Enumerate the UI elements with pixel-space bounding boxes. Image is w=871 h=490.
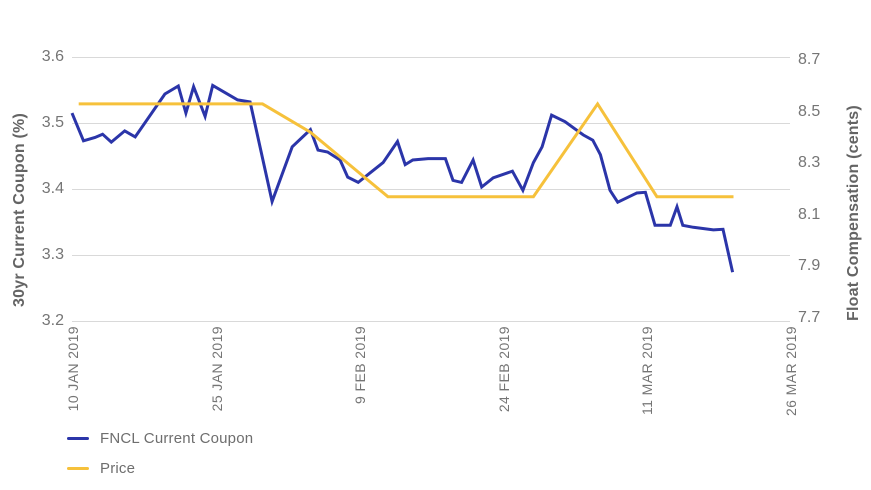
y-axis-right-tick-label: 7.9 [798, 257, 821, 275]
y-axis-left-tick-label: 3.6 [41, 48, 64, 65]
legend-item-fncl-current-coupon[interactable]: FNCL Current Coupon [67, 429, 253, 447]
legend-label: Price [100, 459, 136, 477]
y-axis-left-tick-label: 3.2 [41, 312, 64, 329]
legend-label: FNCL Current Coupon [100, 429, 254, 447]
legend-item-price[interactable]: Price [67, 459, 253, 477]
y-axis-right-tick-label: 8.3 [798, 154, 821, 172]
y-axis-left-tick-label: 3.5 [41, 114, 64, 131]
y-axis-left-tick-label: 3.4 [41, 180, 64, 197]
legend: FNCL Current Coupon Price [67, 429, 253, 489]
x-axis-date-label-text: 10 JAN 2019 [65, 326, 81, 412]
x-axis-date-label-text: 25 JAN 2019 [208, 326, 225, 412]
fncl-series-swatch [67, 436, 89, 440]
series-line-fncl-current-coupon[interactable] [70, 82, 735, 273]
y-axis-left-tick-label: 3.3 [41, 246, 64, 263]
series-line-price[interactable] [78, 101, 734, 199]
y-axis-right-tick-label: 8.7 [798, 51, 821, 68]
y-axis-right-title-text: Float Compensation (cents) [845, 105, 862, 321]
y-axis-right-tick-label: 8.5 [798, 102, 821, 120]
x-axis-date-label-text: 9 FEB 2019 [352, 326, 369, 404]
x-axis-date-label-text: 11 MAR 2019 [639, 326, 656, 415]
y-axis-left-title-text: 30yr Current Coupon (%) [11, 113, 28, 307]
x-axis-date-label-text: 26 MAR 2019 [783, 326, 799, 417]
y-axis-right-tick-label: 7.7 [798, 309, 821, 326]
y-axis-right-tick-label: 8.1 [798, 205, 821, 223]
price-series-swatch [67, 466, 89, 470]
x-axis-date-label-text: 24 FEB 2019 [495, 326, 512, 413]
